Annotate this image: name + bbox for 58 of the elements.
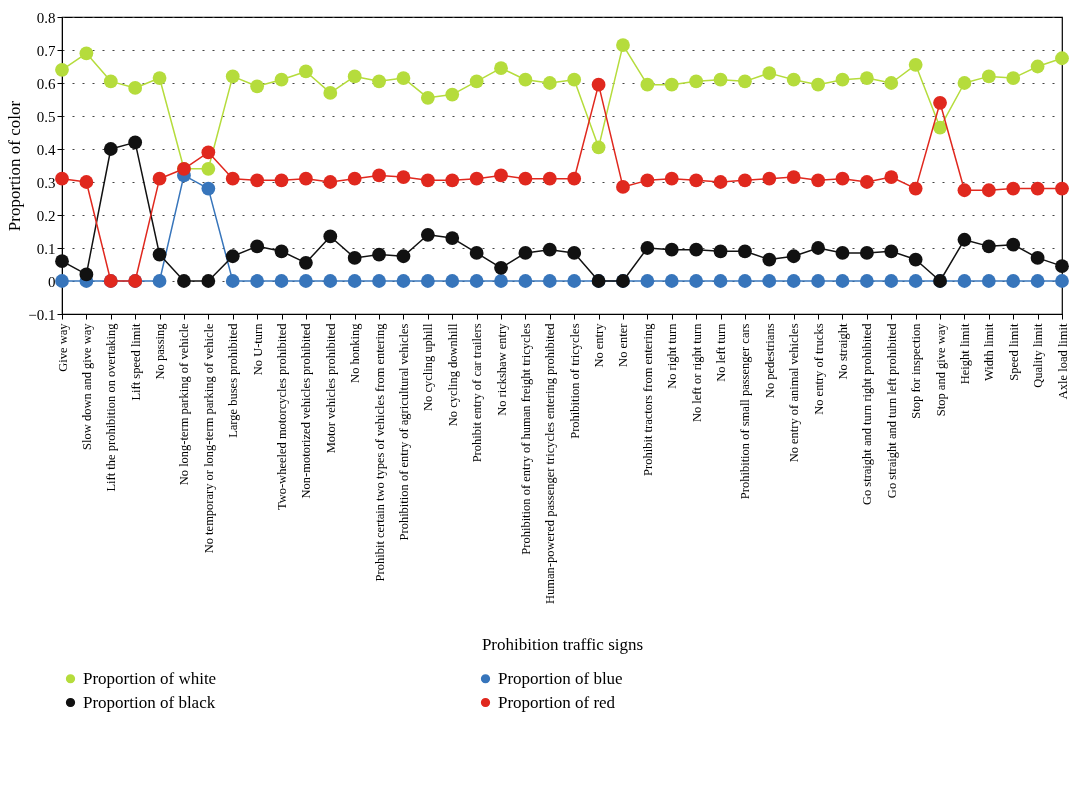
y-tick-label: 0.7 <box>36 42 56 59</box>
legend-label: Proportion of black <box>83 692 216 712</box>
x-tick-label: Prohibition of small passenger cars <box>738 323 753 500</box>
x-tick-label: Lift speed limit <box>128 322 143 401</box>
x-tick-label: No pedestrians <box>762 323 777 399</box>
x-tick-label: Go straight and turn left prohibited <box>884 322 899 499</box>
x-tick-label: No honking <box>348 322 363 383</box>
y-tick-label: 0.3 <box>36 174 56 191</box>
x-tick-label: Non-motorized vehicles prohibited <box>299 322 314 499</box>
x-tick-label: Quality limit <box>1031 322 1046 388</box>
legend-label: Proportion of white <box>83 668 217 688</box>
x-tick-label: No entry <box>592 322 607 368</box>
x-tick-label: No rickshaw entry <box>494 322 509 416</box>
x-tick-label: Prohibit tractors from entering <box>640 322 655 476</box>
y-tick-label: 0.1 <box>36 240 56 257</box>
x-tick-label: Lift the prohibition on overtaking <box>104 322 119 492</box>
x-tick-label: Prohibition of entry of agricultural vehicles <box>396 323 411 541</box>
legend-label: Proportion of red <box>498 692 616 712</box>
x-tick-label: No left turn <box>714 322 729 382</box>
legend-label: Proportion of blue <box>498 668 623 688</box>
x-tick-label: Prohibit certain two types of vehicles from entering <box>372 322 387 582</box>
x-tick-label: No right turn <box>665 322 680 389</box>
y-axis-title: Proportion of color <box>5 100 25 232</box>
x-tick-label: No passing <box>153 322 168 380</box>
y-tick-label: 0.2 <box>36 207 56 224</box>
x-tick-label: Prohibition of entry of human freight tricycles <box>518 323 533 555</box>
x-tick-label: Stop and give way <box>933 322 948 417</box>
x-tick-label: No entry of trucks <box>811 323 826 415</box>
x-tick-label: Go straight and turn right prohibited <box>860 322 875 506</box>
y-tick-label: 0.5 <box>36 108 56 125</box>
x-tick-label: No U-turn <box>250 322 265 376</box>
x-tick-label: Prohibit entry of car trailers <box>470 323 485 463</box>
x-tick-label: No cycling downhill <box>445 322 460 427</box>
x-tick-label: Two-wheeled motorcycles prohibited <box>275 322 290 511</box>
x-tick-label: Axle load limit <box>1055 322 1070 400</box>
x-tick-label: Slow down and give way <box>79 322 94 450</box>
x-tick-label: Stop for inspection <box>909 322 924 419</box>
x-tick-label: Motor vehicles prohibited <box>323 322 338 454</box>
y-tick-label: 0.8 <box>36 9 56 26</box>
x-tick-label: Large buses prohibited <box>226 322 241 438</box>
x-axis-title: Prohibition traffic signs <box>481 634 644 654</box>
x-tick-label: No left or right turn <box>689 322 704 423</box>
x-tick-label: No enter <box>616 322 631 367</box>
x-tick-label: No temporary or long-term parking of vehicle <box>201 323 216 554</box>
x-tick-label: Height limit <box>957 322 972 385</box>
x-tick-label: Prohibition of tricycles <box>567 323 582 439</box>
x-tick-label: No straight <box>835 322 850 380</box>
x-tick-label: Speed limit <box>1006 322 1021 381</box>
y-tick-label: 0.4 <box>36 141 56 158</box>
y-tick-label: 0 <box>48 273 56 290</box>
x-tick-label: No long-term parking of vehicle <box>177 323 192 486</box>
x-tick-label: No cycling uphill <box>421 322 436 411</box>
x-tick-label: Give way <box>55 322 70 372</box>
x-tick-label: Human-powered passenger tricycles entering prohibited <box>543 322 558 604</box>
x-tick-label: No entry of animal vehicles <box>787 323 802 463</box>
y-tick-label: −0.1 <box>28 306 56 323</box>
x-tick-label: Width limit <box>982 322 997 381</box>
y-tick-label: 0.6 <box>36 75 56 92</box>
